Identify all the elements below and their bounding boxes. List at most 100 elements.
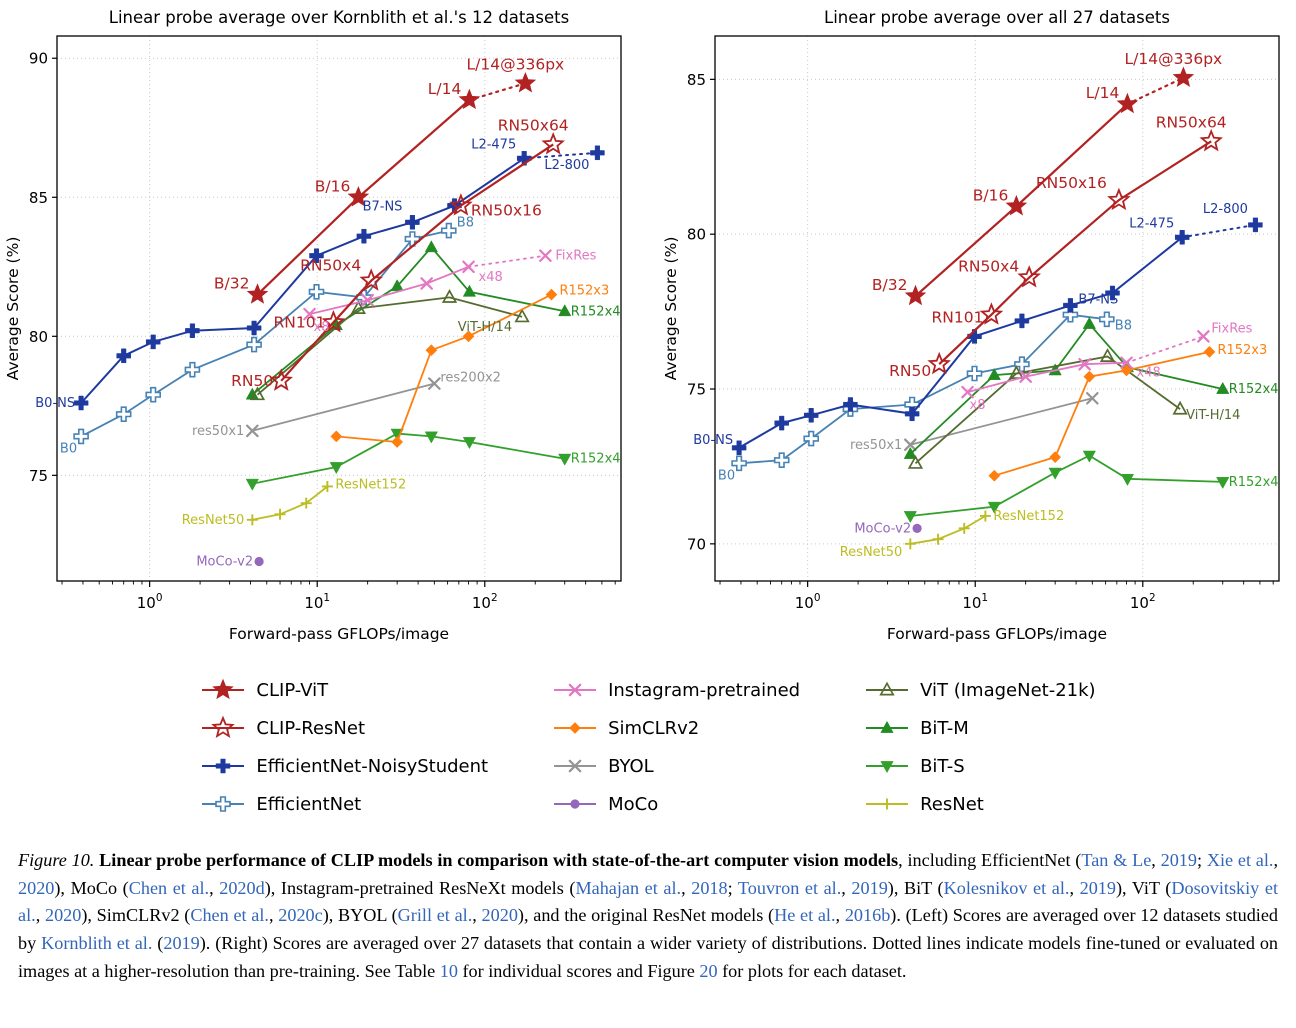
plus-marker (73, 428, 89, 445)
diamond-marker (462, 330, 475, 343)
plus-marker (73, 395, 89, 411)
diamond-marker (1083, 370, 1096, 383)
plot-border (714, 35, 1280, 582)
diamond-marker (425, 344, 438, 357)
legend-item-vit-imagenet-21k: ViT (ImageNet-21k) (864, 675, 1096, 705)
plus-marker (215, 796, 232, 812)
tri_down-marker (1082, 450, 1096, 463)
citation-link[interactable]: 2020c (278, 905, 323, 926)
tri_down-marker (1048, 467, 1062, 480)
tri_down-marker (424, 431, 438, 444)
diamond-marker (545, 288, 558, 301)
annotation-x8: x8 (314, 320, 330, 335)
star-marker (1172, 66, 1195, 87)
citation-link[interactable]: 10 (439, 960, 458, 981)
circle-marker (570, 799, 580, 809)
x-marker (568, 759, 582, 773)
plus-marker (516, 151, 532, 166)
caption-text: ( (152, 932, 164, 953)
byol-marker-icon (554, 759, 597, 773)
caption-text: , (841, 877, 852, 898)
star-marker (269, 368, 293, 391)
x-axis-label: Forward-pass GFLOPs/image (887, 625, 1107, 643)
citation-link[interactable]: Kolesnikov et al. (943, 877, 1070, 898)
figure-10: 75 80 85 90 100 101 102 Linear probe average ov… (4, 8, 1280, 981)
caption-text: Linear probe performance of CLIP models … (99, 850, 899, 870)
citation-link[interactable]: 2020 (18, 877, 55, 898)
x-tick-label: 102 (472, 592, 498, 612)
y-axis-label: Average Score (%) (662, 237, 680, 381)
citation-link[interactable]: 2019 (1160, 850, 1197, 870)
series-efficientnet-noisystudent (731, 217, 1263, 456)
citation-link[interactable]: Chen et al. (190, 905, 269, 926)
series-clip-vit (246, 71, 537, 304)
citation-link[interactable]: 2020 (44, 905, 82, 926)
citation-link[interactable]: 2018 (691, 877, 728, 898)
legend-item-clip-vit: CLIP-ViT (200, 675, 488, 705)
citation-link[interactable]: Chen et al. (128, 877, 210, 898)
legend-item-efficientnet: EfficientNet (200, 789, 488, 819)
star-marker (1017, 265, 1041, 288)
citation-link[interactable]: 2019 (163, 932, 200, 953)
citation-link[interactable]: Kornblith et al. (41, 932, 153, 953)
tri_down-marker (1216, 477, 1230, 490)
annotation-resnet50: ResNet50 (840, 545, 903, 560)
citation-link[interactable]: He et al. (774, 905, 836, 926)
annotation-b7-ns: B7-NS (1078, 292, 1118, 307)
plus-marker (308, 283, 325, 300)
citation-link[interactable]: 2019 (851, 877, 888, 898)
plus-marker (1098, 311, 1115, 328)
citation-link[interactable]: Dosovitskiy et al. (18, 877, 1278, 926)
clip-vit-marker-icon (202, 678, 245, 700)
annotation-r152x3: R152x3 (1217, 343, 1267, 358)
citation-link[interactable]: 20 (699, 960, 718, 981)
caption-text: ). (Left) Scores are averaged over 12 da… (18, 905, 1279, 953)
plus-marker (774, 415, 789, 431)
x-marker (420, 277, 433, 290)
citation-link[interactable]: Xie et al. (1206, 850, 1274, 870)
citation-link[interactable]: 2019 (1079, 877, 1116, 898)
caption-text: for individual scores and Figure (457, 960, 700, 981)
citation-link[interactable]: Grill et al. (397, 905, 473, 926)
series-efficientnet-noisystudent (73, 145, 605, 411)
x-tick-label: 100 (795, 592, 821, 612)
annotation-fixres: FixRes (555, 249, 596, 264)
clip-resnet-marker-icon (202, 715, 245, 739)
series-moco (912, 523, 922, 533)
caption-text: , (835, 905, 845, 926)
series-bit-m (903, 316, 1230, 459)
caption-text: ), SimCLRv2 ( (81, 905, 191, 926)
tri_down-marker (245, 478, 259, 491)
star-marker (979, 302, 1004, 325)
star-marker (347, 185, 370, 207)
plus_thin-marker (904, 538, 916, 550)
tri_up-marker (462, 284, 477, 297)
legend-label: BiT-S (920, 755, 965, 777)
plus-marker (1248, 217, 1263, 233)
diamond-marker (988, 469, 1001, 482)
annotation-vit-h-14: ViT-H/14 (1186, 408, 1240, 423)
annotation-rn50: RN50 (231, 372, 273, 390)
citation-link[interactable]: 2016b (844, 905, 891, 926)
x-marker (961, 385, 974, 399)
citation-link[interactable]: Touvron et al. (737, 877, 842, 898)
annotation-rn50: RN50 (889, 362, 931, 380)
axes: 70 75 80 85 100 101 102 (687, 71, 1274, 612)
citation-link[interactable]: Tan & Le (1081, 850, 1152, 870)
plus-marker (1063, 298, 1078, 313)
caption-text: , (1273, 850, 1279, 870)
caption-text: , (1069, 877, 1080, 898)
diamond-marker (330, 430, 343, 443)
tri_up-marker (987, 367, 1001, 380)
series-resnet (904, 510, 991, 550)
tri_up-marker (1216, 381, 1230, 394)
citation-link[interactable]: Mahajan et al. (575, 877, 682, 898)
annotation-l-14: L/14 (428, 80, 462, 98)
citation-link[interactable]: 2020 (481, 905, 518, 926)
citation-link[interactable]: 2020d (219, 877, 265, 898)
annotation-l2-475: L2-475 (471, 137, 516, 152)
plus-marker (145, 334, 161, 350)
efficientnet-noisystudent-marker-icon (202, 758, 245, 774)
annotation-r152x4: R152x4 (1229, 475, 1279, 490)
